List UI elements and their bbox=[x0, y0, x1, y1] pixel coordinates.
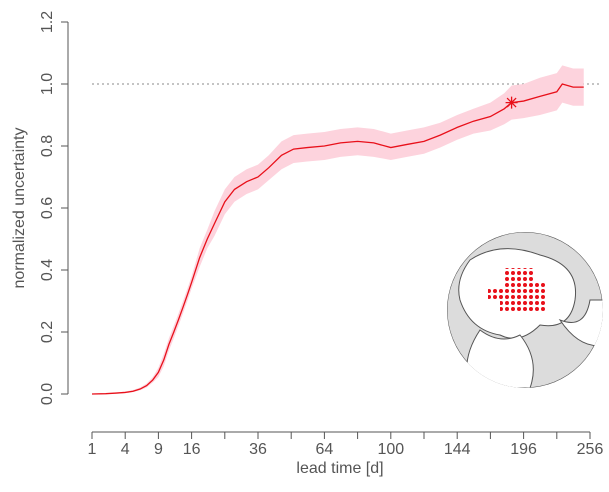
x-tick-label: 196 bbox=[510, 441, 537, 458]
x-tick-label: 16 bbox=[183, 441, 201, 458]
y-tick-label: 1.0 bbox=[39, 73, 56, 95]
y-tick-label: 0.6 bbox=[39, 197, 56, 219]
x-tick-label: 144 bbox=[444, 441, 471, 458]
x-tick-label: 9 bbox=[154, 441, 163, 458]
y-tick-label: 0.8 bbox=[39, 135, 56, 157]
x-tick-label: 36 bbox=[249, 441, 267, 458]
x-tick-label: 1 bbox=[88, 441, 97, 458]
star-marker bbox=[505, 96, 518, 109]
y-tick-label: 0.4 bbox=[39, 259, 56, 281]
y-axis-title: normalized uncertainty bbox=[11, 128, 28, 289]
inset-map bbox=[447, 232, 603, 388]
y-tick-label: 0.0 bbox=[39, 383, 56, 405]
x-tick-label: 100 bbox=[377, 441, 404, 458]
x-axis-title: lead time [d] bbox=[296, 460, 383, 477]
y-tick-label: 1.2 bbox=[39, 11, 56, 33]
y-tick-label: 0.2 bbox=[39, 321, 56, 343]
x-tick-label: 4 bbox=[121, 441, 130, 458]
x-tick-label: 64 bbox=[316, 441, 334, 458]
line bbox=[91, 83, 584, 395]
x-tick-label: 256 bbox=[577, 441, 604, 458]
